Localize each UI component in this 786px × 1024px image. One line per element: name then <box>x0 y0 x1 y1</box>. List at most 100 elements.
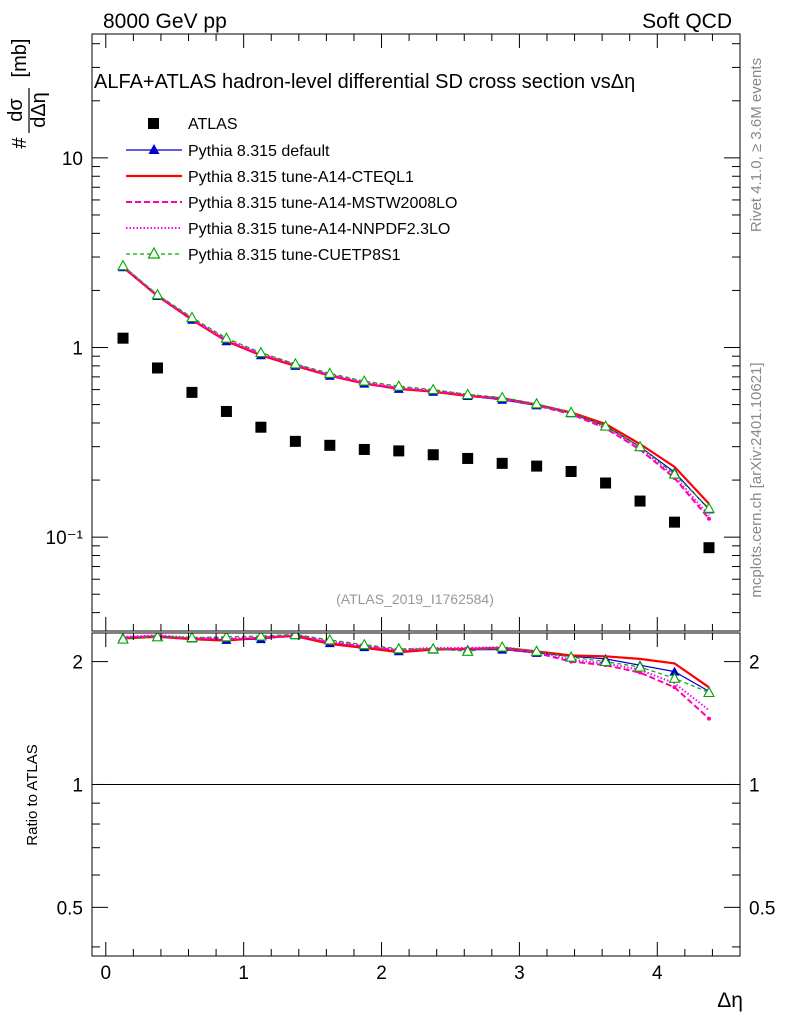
series-marker-cuetp8s1 <box>530 397 543 409</box>
data-point-atlas <box>703 542 715 554</box>
legend-entry-nnpdf: Pythia 8.315 tune-A14-NNPDF2.3LO <box>126 221 450 238</box>
y-tick-label: 10 <box>62 149 83 170</box>
data-point-atlas <box>634 495 646 507</box>
data-point-atlas <box>427 449 439 461</box>
series-line-nnpdf <box>122 265 710 517</box>
legend-entry-atlas: ATLAS <box>148 116 238 133</box>
data-point-atlas <box>255 421 267 433</box>
energy-label: 8000 GeV pp <box>103 10 227 33</box>
legend-label-cuetp8s1: Pythia 8.315 tune-CUETP8S1 <box>188 247 401 264</box>
ratio-frame <box>91 632 741 957</box>
ratio-data-layer <box>92 633 740 785</box>
y-axis-label-hash: # <box>9 137 31 149</box>
data-point-atlas <box>462 452 474 464</box>
legend-entry-default: Pythia 8.315 default <box>126 143 330 160</box>
data-point-atlas <box>393 445 405 457</box>
y-tick-label: 1 <box>72 339 83 360</box>
legend-label-default: Pythia 8.315 default <box>188 143 330 160</box>
ratio-marker-cuetp8s1 <box>496 640 509 652</box>
ratio-marker-cuetp8s1 <box>703 686 715 698</box>
legend-label-mstw: Pythia 8.315 tune-A14-MSTW2008LO <box>188 195 457 212</box>
series-marker-cuetp8s1 <box>703 502 715 513</box>
x-tick-label: 0 <box>100 963 111 984</box>
series-marker-cuetp8s1 <box>289 357 302 369</box>
series-marker-cuetp8s1 <box>220 332 233 343</box>
ratio-marker-cuetp8s1 <box>323 633 336 645</box>
legend-entry-mstw: Pythia 8.315 tune-A14-MSTW2008LO <box>126 195 457 212</box>
y-axis-label-num: dσ <box>5 98 27 122</box>
series-marker-cuetp8s1 <box>565 406 578 417</box>
ratio-line-cuetp8s1 <box>122 633 710 694</box>
series-marker-cuetp8s1 <box>186 311 198 323</box>
x-tick-label: 4 <box>652 963 663 984</box>
ratio-line-cteql1 <box>122 634 710 689</box>
series-marker-cuetp8s1 <box>151 288 164 300</box>
ratio-axes: 0 1 2 3 4 2 2 1 1 0.5 0.5 <box>57 633 775 984</box>
ratio-marker-cuetp8s1 <box>668 672 681 683</box>
main-axes: 10 1 10⁻¹ <box>46 34 740 631</box>
legend: ATLAS Pythia 8.315 default Pythia 8.315 … <box>126 116 457 264</box>
ratio-axis-label: Ratio to ATLAS <box>24 744 41 845</box>
series-marker-cuetp8s1 <box>392 380 405 391</box>
legend-marker-default <box>148 144 160 154</box>
legend-label-cteql1: Pythia 8.315 tune-A14-CTEQL1 <box>188 169 414 186</box>
ratio-tick-label-right: 1 <box>749 775 760 796</box>
analysis-id: (ATLAS_2019_I1762584) <box>336 591 494 607</box>
ratio-marker-cuetp8s1 <box>117 633 129 644</box>
ratio-tick-label-left: 1 <box>72 775 83 796</box>
ratio-marker-cuetp8s1 <box>461 645 474 656</box>
main-panel: 10 1 10⁻¹ ALFA+ATLAS hadron-level differen… <box>5 33 741 632</box>
ratio-marker-cuetp8s1 <box>186 633 198 643</box>
y-axis-label: # dσ dΔη [mb] <box>5 39 50 149</box>
data-point-atlas <box>565 465 577 477</box>
data-point-atlas <box>186 386 198 398</box>
ratio-tick-label-left: 2 <box>72 653 83 674</box>
rivet-label: Rivet 4.1.0, ≥ 3.6M events <box>748 58 765 232</box>
ratio-marker-cuetp8s1 <box>220 633 233 642</box>
ratio-tick-label-right: 2 <box>749 653 760 674</box>
series-marker-cuetp8s1 <box>323 367 336 378</box>
series-marker-cuetp8s1 <box>599 419 612 431</box>
legend-label-nnpdf: Pythia 8.315 tune-A14-NNPDF2.3LO <box>188 221 450 238</box>
x-axis-label: Δη <box>717 989 743 1012</box>
series-marker-cuetp8s1 <box>358 374 371 386</box>
x-tick-label: 3 <box>514 963 525 984</box>
category-label: Soft QCD <box>642 10 732 33</box>
series-line-cuetp8s1 <box>122 265 710 509</box>
data-point-atlas <box>600 477 612 489</box>
data-point-atlas <box>289 435 301 447</box>
series-marker-cuetp8s1 <box>634 440 646 452</box>
data-point-atlas <box>669 516 681 528</box>
y-axis-label-den: dΔη <box>28 92 50 128</box>
x-tick-label: 2 <box>376 963 387 984</box>
ratio-marker-cuetp8s1 <box>530 645 543 656</box>
series-marker-cuetp8s1 <box>668 467 681 479</box>
ratio-marker-cuetp8s1 <box>254 633 267 641</box>
series-marker-cuetp8s1 <box>461 388 474 400</box>
ratio-marker-cuetp8s1 <box>151 633 164 642</box>
main-data-layer <box>117 259 715 554</box>
ratio-marker-cuetp8s1 <box>289 633 302 640</box>
data-point-atlas <box>220 405 232 417</box>
main-frame <box>91 33 741 632</box>
ratio-line-mstw <box>122 634 710 720</box>
series-marker-cuetp8s1 <box>254 346 267 358</box>
series-marker-mstw <box>706 516 711 521</box>
legend-entry-cuetp8s1: Pythia 8.315 tune-CUETP8S1 <box>126 246 401 264</box>
ratio-panel: 0 1 2 3 4 2 2 1 1 0.5 0.5 Ratio to ATLAS <box>24 632 775 984</box>
ratio-marker-cuetp8s1 <box>427 642 440 654</box>
series-marker-cuetp8s1 <box>117 259 129 271</box>
site-label: mcplots.cern.ch [arXiv:2401.10621] <box>748 362 765 597</box>
data-point-atlas <box>358 443 370 455</box>
legend-marker-atlas <box>148 118 159 129</box>
ratio-marker-cuetp8s1 <box>634 660 646 672</box>
ratio-tick-label-right: 0.5 <box>749 898 775 919</box>
legend-marker-cuetp8s1 <box>147 246 161 259</box>
series-marker-cuetp8s1 <box>496 391 509 403</box>
legend-label-atlas: ATLAS <box>188 116 238 133</box>
y-tick-label: 10⁻¹ <box>46 528 84 549</box>
ratio-marker-cuetp8s1 <box>358 638 371 650</box>
chart-title: ALFA+ATLAS hadron-level differential SD … <box>94 71 635 93</box>
